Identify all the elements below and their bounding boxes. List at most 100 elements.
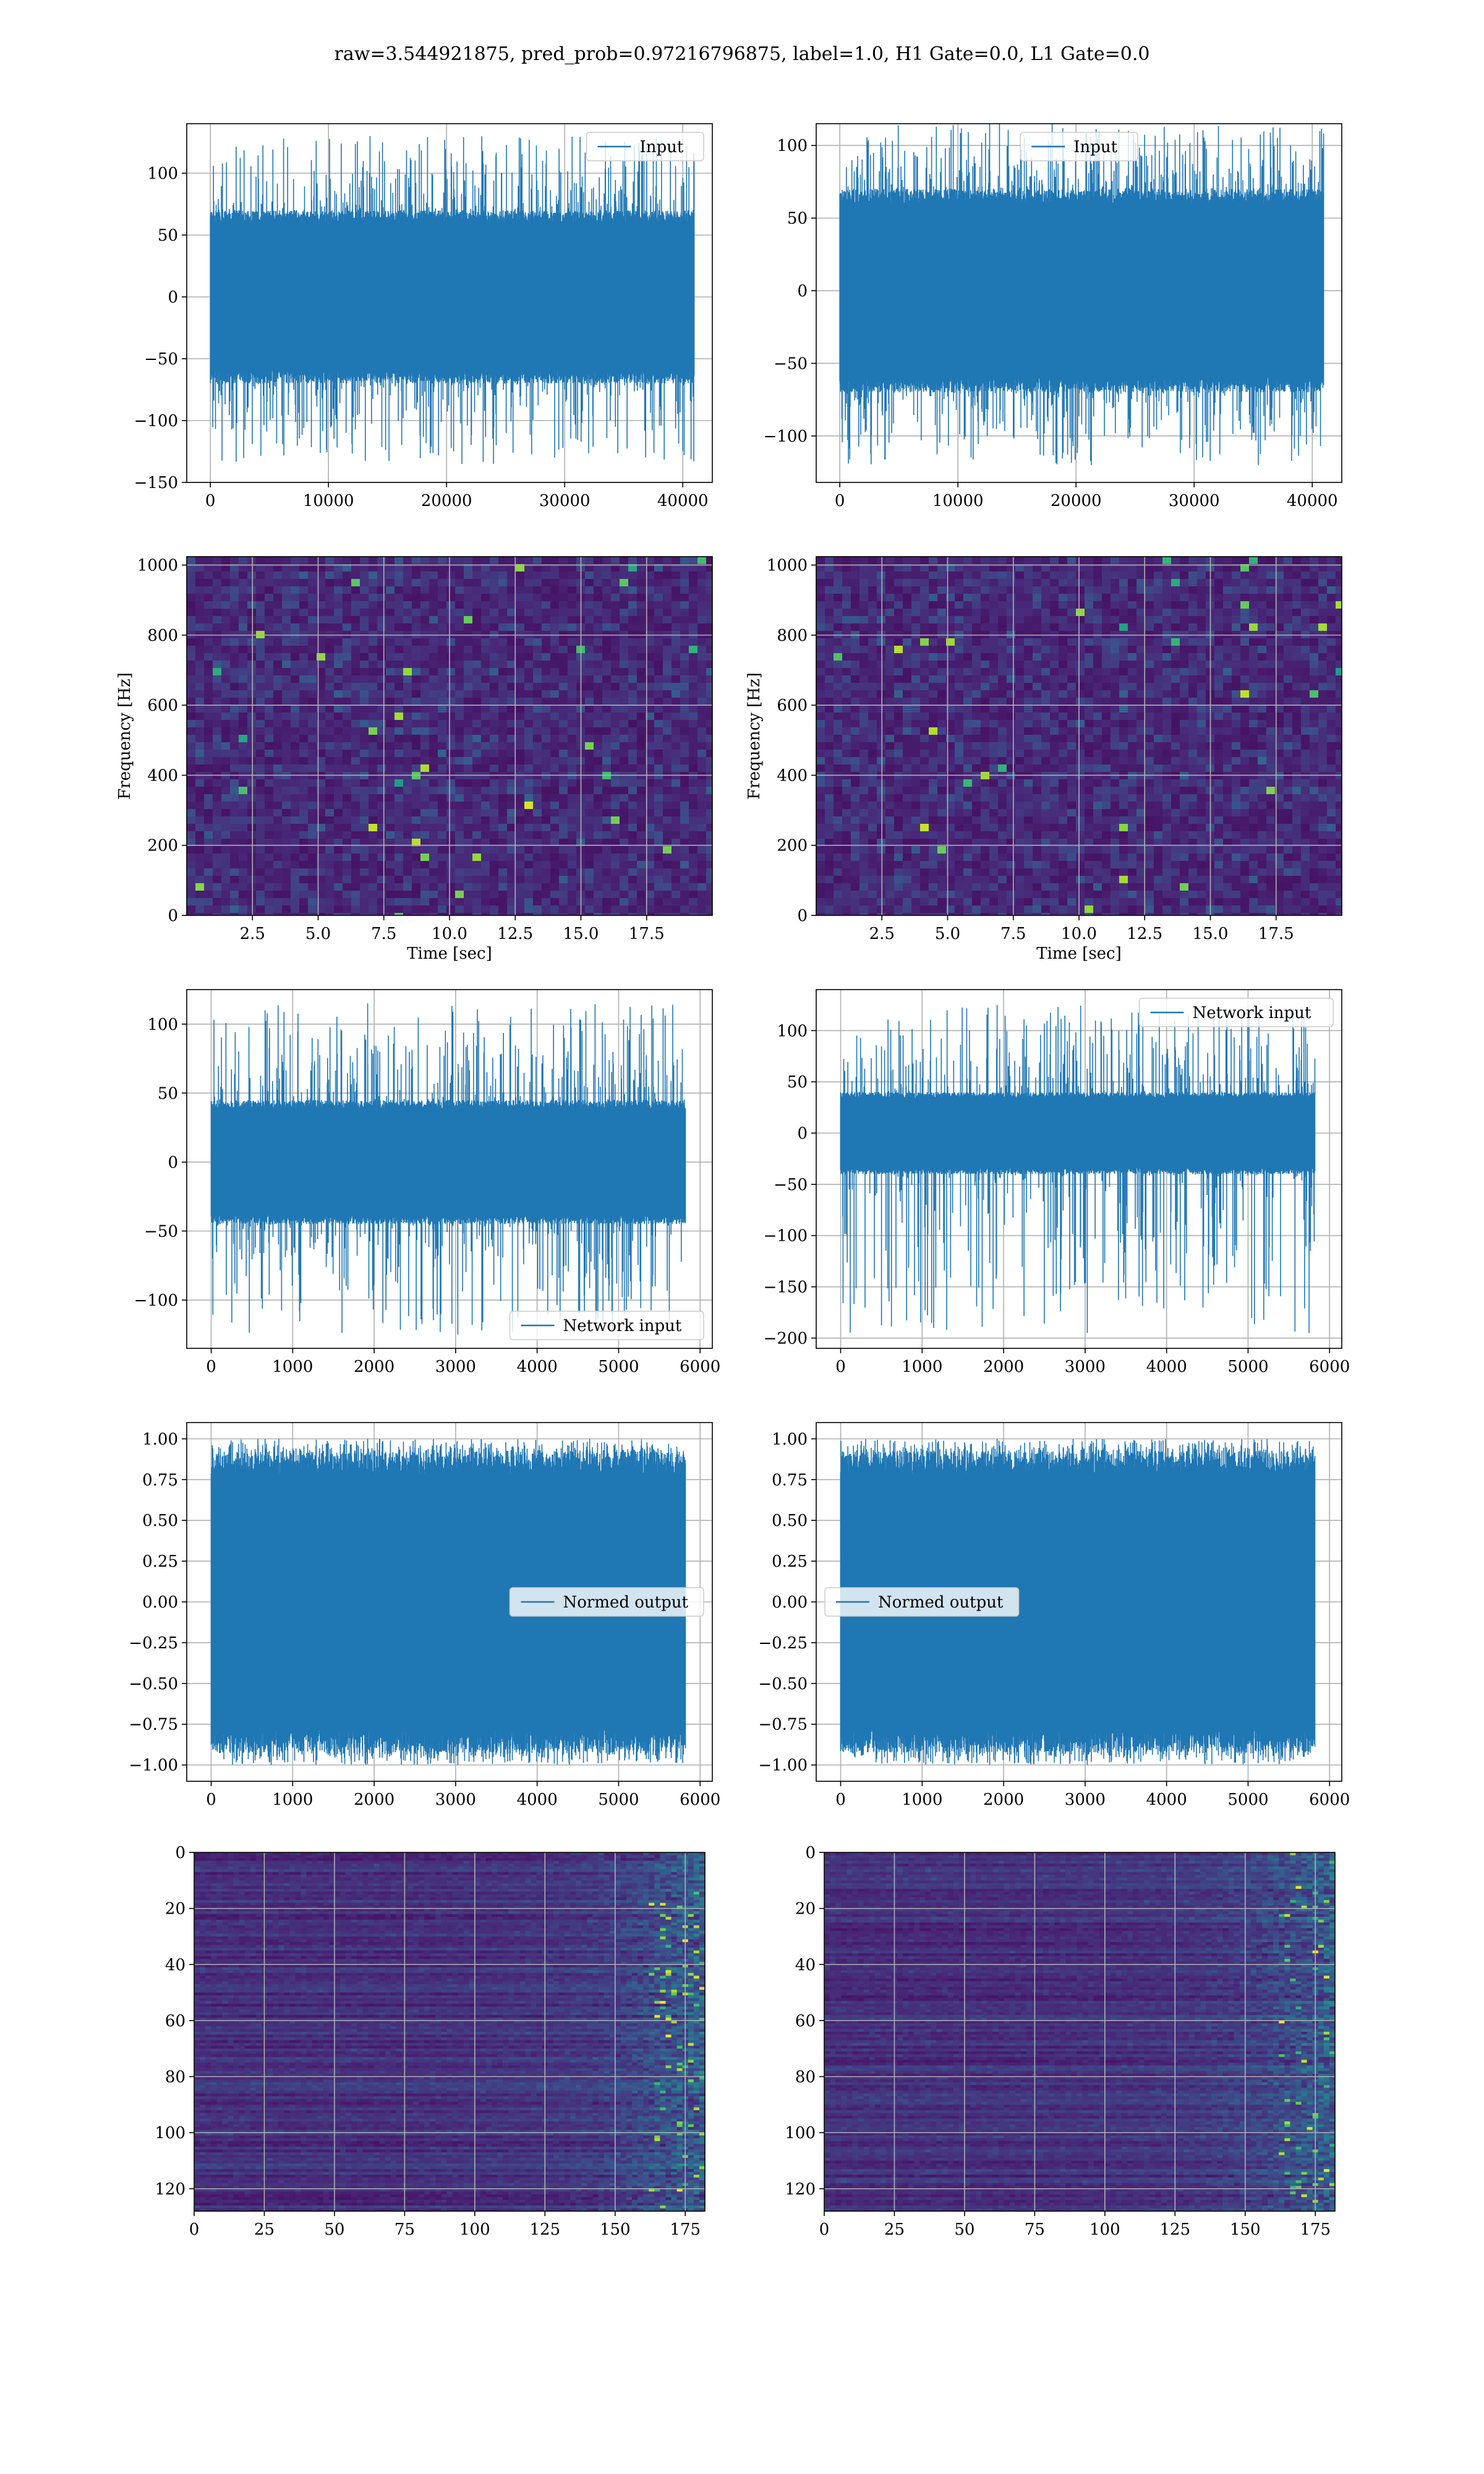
heatmap-cell xyxy=(937,742,947,750)
heatmap-cell xyxy=(1310,571,1319,580)
heatmap-cell xyxy=(247,616,257,624)
heatmap-cell xyxy=(628,876,638,884)
heatmap-cell xyxy=(325,623,335,631)
heatmap-cell xyxy=(187,623,196,631)
heatmap-cell xyxy=(672,846,681,854)
heatmap-cell xyxy=(472,623,482,631)
heatmap-cell xyxy=(317,898,326,906)
heatmap-cell xyxy=(1085,623,1094,631)
heatmap-cell xyxy=(542,854,551,862)
heatmap-cell xyxy=(377,913,386,915)
heatmap-cell xyxy=(455,764,464,773)
heatmap-cell xyxy=(1102,579,1111,587)
heatmap-cell xyxy=(568,690,577,698)
heatmap-cell xyxy=(239,750,248,758)
heatmap-cell xyxy=(516,601,525,609)
heatmap-cell xyxy=(308,713,317,721)
heatmap-cell xyxy=(446,809,456,817)
heatmap-cell xyxy=(317,809,326,817)
heatmap-cell xyxy=(851,661,860,669)
heatmap-cell xyxy=(351,772,360,780)
heatmap-cell xyxy=(834,668,843,676)
heatmap-cell xyxy=(851,653,860,661)
heatmap-cell xyxy=(386,623,395,631)
heatmap-cell xyxy=(533,616,542,624)
heatmap-cell xyxy=(343,905,352,914)
heatmap-cell xyxy=(247,564,257,572)
heatmap-cell xyxy=(472,720,482,728)
heatmap-cell xyxy=(438,564,447,572)
heatmap-cell xyxy=(1102,668,1111,676)
heatmap-cell xyxy=(946,779,955,787)
heatmap-cell xyxy=(481,579,490,587)
heatmap-cell xyxy=(351,586,360,594)
heatmap-cell xyxy=(602,571,612,580)
heatmap-cell xyxy=(455,571,464,580)
heatmap-cell xyxy=(369,675,378,683)
heatmap-cell xyxy=(706,794,712,802)
heatmap-cell xyxy=(1266,757,1276,765)
heatmap-cell xyxy=(213,891,222,899)
heatmap-cell xyxy=(1258,668,1267,676)
heatmap-cell xyxy=(1102,661,1111,669)
heatmap-cell xyxy=(360,594,369,602)
heatmap-cell xyxy=(1197,727,1206,735)
heatmap-cell xyxy=(868,757,877,765)
heatmap-cell xyxy=(611,705,620,713)
heatmap-cell xyxy=(239,831,248,839)
heatmap-cell xyxy=(420,831,430,839)
heatmap-cell xyxy=(1145,698,1154,706)
heatmap-cell xyxy=(446,594,456,602)
heatmap-cell xyxy=(490,764,499,773)
heatmap-cell xyxy=(455,601,464,609)
heatmap-cell xyxy=(317,854,326,862)
heatmap-cell xyxy=(455,579,464,587)
heatmap-cell xyxy=(1050,579,1059,587)
heatmap-cell xyxy=(256,905,265,914)
heatmap-cell xyxy=(1041,772,1051,780)
heatmap-cell xyxy=(446,905,456,914)
legend: Input xyxy=(586,132,704,161)
heatmap-cell xyxy=(542,661,551,669)
heatmap-cell xyxy=(550,757,560,765)
heatmap-cell xyxy=(963,579,973,587)
heatmap-cell xyxy=(291,690,300,698)
heatmap-cell xyxy=(542,557,551,565)
heatmap-cell xyxy=(550,824,560,832)
heatmap-cell xyxy=(1059,727,1068,735)
heatmap-cell xyxy=(620,757,629,765)
heatmap-cell xyxy=(230,861,239,869)
heatmap-cell xyxy=(851,742,860,750)
heatmap-cell xyxy=(377,727,386,735)
heatmap-cell xyxy=(308,594,317,602)
heatmap-cell xyxy=(516,868,525,876)
heatmap-cell xyxy=(689,831,698,839)
heatmap-cell xyxy=(386,601,395,609)
heatmap-cell xyxy=(1128,668,1137,676)
heatmap-cell xyxy=(955,668,964,676)
heatmap-cell xyxy=(412,698,421,706)
heatmap-cell xyxy=(1266,690,1276,698)
heatmap-cell xyxy=(585,735,594,743)
heatmap-cell xyxy=(386,735,395,743)
heatmap-cell xyxy=(507,683,516,691)
heatmap-cell xyxy=(542,690,551,698)
heatmap-cell xyxy=(689,675,698,683)
heatmap-cell xyxy=(195,705,205,713)
heatmap-cell xyxy=(816,601,825,609)
heatmap-cell xyxy=(1318,586,1328,594)
heatmap-cell xyxy=(455,713,464,721)
heatmap-cell xyxy=(516,653,525,661)
heatmap-cell xyxy=(851,638,860,646)
heatmap-cell xyxy=(1111,720,1120,728)
heatmap-cell xyxy=(403,868,412,876)
heatmap-cell xyxy=(672,727,681,735)
heatmap-cell xyxy=(429,809,438,817)
heatmap-cell xyxy=(903,720,912,728)
heatmap-cell xyxy=(1085,638,1094,646)
heatmap-cell xyxy=(490,690,499,698)
heatmap-cell xyxy=(446,764,456,773)
heatmap-cell xyxy=(1136,735,1146,743)
heatmap-cell xyxy=(230,764,239,773)
heatmap-cell xyxy=(464,802,473,810)
